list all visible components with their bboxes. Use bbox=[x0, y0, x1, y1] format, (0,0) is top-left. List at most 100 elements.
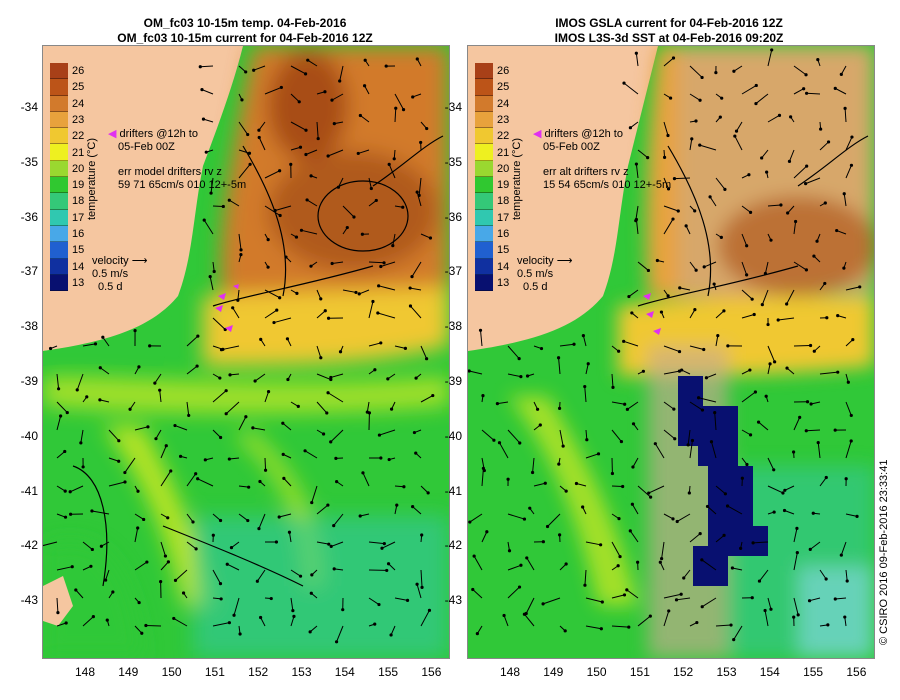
current-arrow bbox=[134, 625, 143, 634]
arrow-head bbox=[748, 368, 752, 372]
current-arrow bbox=[316, 373, 332, 380]
arrow-head bbox=[617, 517, 621, 521]
current-arrow bbox=[734, 135, 743, 151]
arrow-head bbox=[750, 596, 754, 600]
current-arrow bbox=[331, 93, 344, 101]
arrow-head bbox=[386, 377, 390, 381]
arrow-head bbox=[200, 88, 204, 92]
current-arrow bbox=[212, 429, 221, 438]
arrow-head bbox=[849, 439, 853, 443]
arrow-head bbox=[104, 578, 108, 582]
arrow-head bbox=[525, 374, 530, 378]
arrow-head bbox=[319, 356, 323, 360]
arrow-head bbox=[630, 311, 634, 315]
current-arrow bbox=[714, 412, 717, 431]
current-arrow bbox=[412, 506, 422, 515]
current-arrow bbox=[761, 289, 769, 305]
arrow-head bbox=[98, 398, 102, 402]
current-arrow bbox=[741, 429, 751, 436]
colorbar-label: 26 bbox=[497, 65, 510, 77]
current-arrow bbox=[663, 205, 679, 212]
arrow-head bbox=[358, 514, 362, 518]
current-arrow bbox=[835, 87, 847, 95]
velocity-speed: 0.5 m/s bbox=[92, 268, 129, 280]
current-arrow bbox=[706, 373, 717, 379]
current-arrow bbox=[767, 457, 775, 471]
current-arrow bbox=[733, 65, 743, 72]
arrow-head bbox=[204, 150, 208, 154]
arrow-head bbox=[671, 217, 675, 221]
arrow-head bbox=[363, 58, 367, 62]
current-arrow bbox=[368, 541, 385, 545]
current-arrow bbox=[637, 261, 649, 271]
colorbar-label: 22 bbox=[72, 130, 85, 143]
arrow-head bbox=[166, 560, 170, 564]
arrow-head bbox=[310, 500, 314, 505]
arrow-head bbox=[506, 477, 510, 481]
arrow-head bbox=[694, 268, 698, 272]
current-arrow bbox=[155, 429, 162, 439]
arrow-head bbox=[298, 574, 303, 578]
colorbar-swatch bbox=[50, 128, 68, 145]
arrow-head bbox=[712, 282, 716, 286]
current-arrow bbox=[789, 149, 795, 162]
arrow-head bbox=[402, 485, 406, 489]
arrow-head bbox=[298, 145, 303, 149]
current-arrow bbox=[819, 371, 838, 375]
arrow-head bbox=[266, 238, 270, 242]
arrow-head bbox=[244, 70, 248, 74]
arrow-head bbox=[414, 376, 418, 380]
arrow-head bbox=[766, 322, 770, 327]
arrow-head bbox=[295, 291, 299, 295]
arrow-head bbox=[56, 611, 60, 615]
current-arrow bbox=[689, 261, 697, 271]
arrow-head bbox=[319, 297, 323, 301]
arrow-head bbox=[387, 162, 391, 166]
arrow-head bbox=[846, 380, 850, 384]
arrow-head bbox=[48, 346, 53, 351]
current-arrow bbox=[698, 397, 717, 403]
current-arrow bbox=[342, 289, 357, 293]
arrow-head bbox=[678, 286, 682, 290]
arrow-head bbox=[392, 157, 396, 161]
arrow-head bbox=[224, 389, 228, 393]
arrow-head bbox=[136, 526, 140, 530]
arrow-head bbox=[581, 505, 585, 509]
arrow-head bbox=[745, 462, 749, 467]
arrow-head bbox=[326, 154, 330, 158]
current-arrow bbox=[173, 617, 188, 627]
arrow-head bbox=[384, 64, 388, 68]
current-arrow bbox=[689, 138, 693, 151]
arrow-head bbox=[535, 407, 540, 411]
current-arrow bbox=[663, 401, 675, 410]
arrow-head bbox=[622, 593, 627, 597]
current-arrow bbox=[390, 625, 396, 636]
colorbar-swatch bbox=[475, 79, 493, 96]
arrow-head bbox=[299, 228, 304, 232]
current-arrow bbox=[585, 597, 603, 603]
arrow-head bbox=[159, 579, 163, 584]
arrow-head bbox=[833, 86, 837, 90]
current-arrow bbox=[174, 425, 188, 431]
current-arrow bbox=[526, 557, 535, 571]
current-arrow bbox=[333, 513, 344, 526]
arrow-head bbox=[763, 271, 768, 276]
current-arrow bbox=[480, 330, 483, 347]
current-arrow bbox=[212, 513, 221, 521]
arrow-head bbox=[763, 608, 767, 613]
current-arrow bbox=[806, 92, 821, 95]
latitude-label: -41 bbox=[444, 483, 462, 498]
arrow-head bbox=[781, 491, 785, 495]
arrow-head bbox=[812, 349, 816, 353]
arrow-head bbox=[371, 299, 375, 304]
arrow-head bbox=[278, 296, 282, 300]
current-arrow bbox=[689, 93, 701, 101]
arrow-head bbox=[772, 468, 776, 472]
arrow-head bbox=[705, 504, 710, 509]
current-arrow bbox=[741, 85, 757, 95]
arrow-head bbox=[57, 387, 61, 391]
arrow-head bbox=[219, 435, 223, 440]
colorbar-swatch bbox=[50, 225, 68, 243]
arrow-head bbox=[218, 376, 222, 380]
current-arrow bbox=[524, 613, 535, 627]
